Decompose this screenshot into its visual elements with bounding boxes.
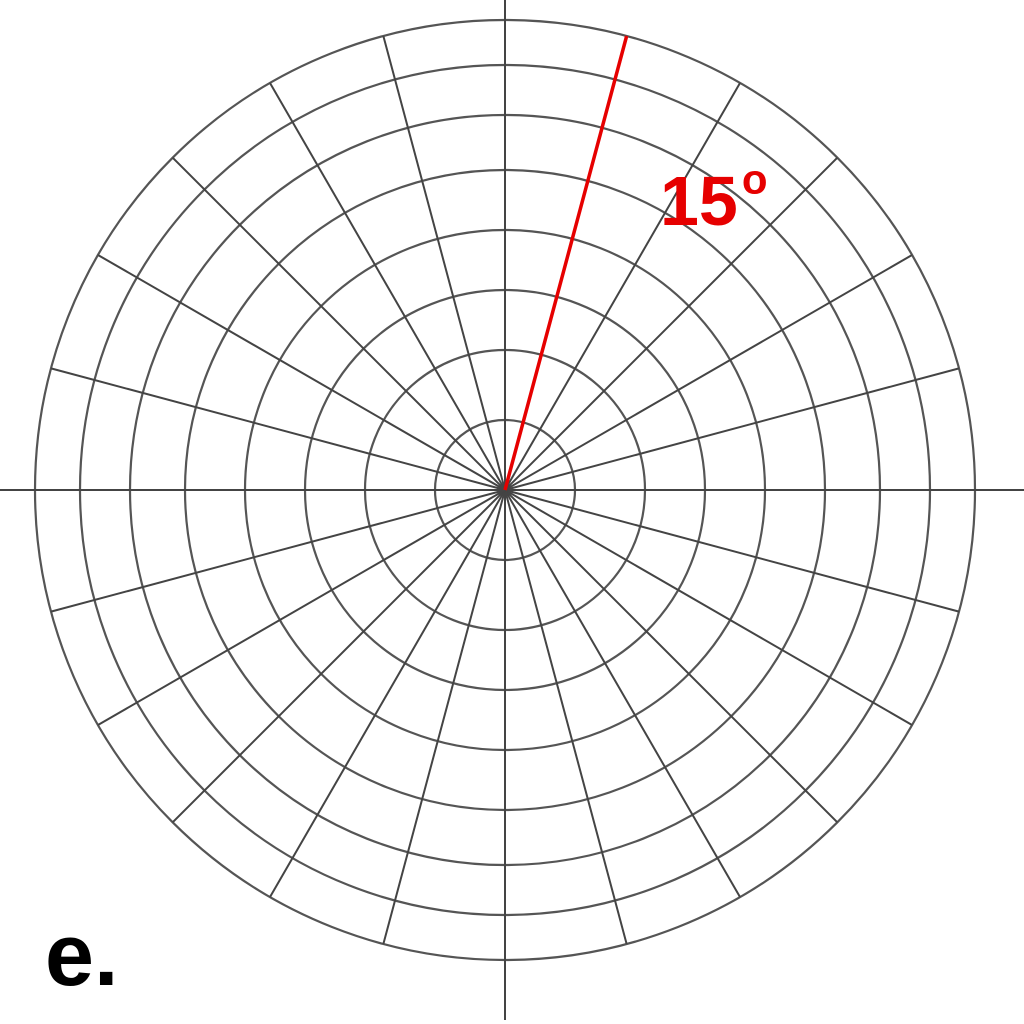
angle-value: 15 — [660, 162, 738, 240]
polar-grid — [0, 0, 1024, 1020]
degree-symbol: o — [742, 156, 768, 203]
polar-grid-diagram: 15o e. — [0, 0, 1024, 1024]
angle-marker — [505, 36, 627, 490]
angle-label: 15o — [660, 156, 768, 241]
angle-marker-line — [505, 36, 627, 490]
figure-label: e. — [45, 905, 118, 1004]
